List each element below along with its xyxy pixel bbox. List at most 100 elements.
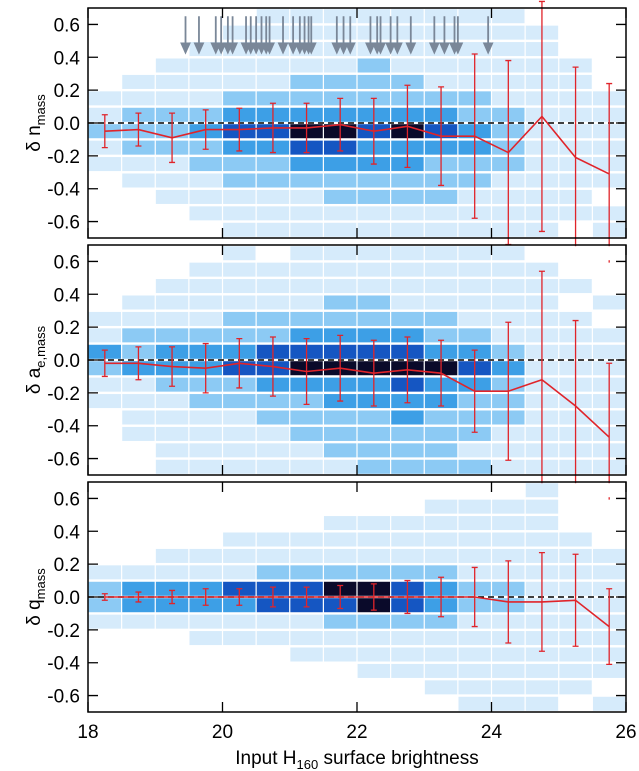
heatmap-cell <box>391 459 424 474</box>
heatmap-cell <box>122 680 155 695</box>
heatmap-cell <box>256 262 290 277</box>
heatmap-cell <box>290 548 323 563</box>
heatmap-cell <box>592 74 626 89</box>
heatmap-cell <box>88 532 122 547</box>
heatmap-cell <box>290 565 323 580</box>
heatmap-cell <box>155 680 189 695</box>
heatmap-cell <box>256 516 290 531</box>
x-tick-label: 26 <box>615 722 636 743</box>
heatmap-cell <box>256 91 290 106</box>
heatmap-cell <box>424 74 458 89</box>
heatmap-cell <box>122 443 155 458</box>
heatmap-cell <box>323 516 357 531</box>
heatmap-cell <box>525 696 559 711</box>
heatmap-cell <box>122 426 155 441</box>
heatmap-cell <box>155 581 189 596</box>
heatmap-cell <box>88 9 122 24</box>
heatmap-cell <box>424 58 458 73</box>
heatmap-cell <box>189 262 222 277</box>
heatmap-cell <box>559 25 592 40</box>
heatmap-cell <box>592 262 626 277</box>
heatmap-cell <box>88 58 122 73</box>
heatmap-cell <box>223 206 256 221</box>
heatmap-cell <box>391 74 424 89</box>
heatmap-cell <box>391 279 424 294</box>
heatmap-cell <box>122 581 155 596</box>
heatmap-cell <box>323 459 357 474</box>
heatmap-cell <box>458 443 491 458</box>
arrow <box>193 16 205 55</box>
heatmap-cell <box>155 410 189 425</box>
heatmap-cell <box>189 663 222 678</box>
heatmap-cell <box>391 206 424 221</box>
heatmap-cell <box>223 394 256 409</box>
arrow <box>227 16 238 55</box>
heatmap-cell <box>592 311 626 326</box>
heatmap-cell <box>256 157 290 172</box>
heatmap-cell <box>559 279 592 294</box>
heatmap-cell <box>256 189 290 204</box>
heatmap-cell <box>424 246 458 261</box>
heatmap-cell <box>391 311 424 326</box>
heatmap-cell <box>155 157 189 172</box>
heatmap-cell <box>323 206 357 221</box>
heatmap-cell <box>391 499 424 514</box>
heatmap-cell <box>525 680 559 695</box>
heatmap-cell <box>223 696 256 711</box>
y-tick-label: 0.2 <box>54 81 80 102</box>
y-tick-label: -0.6 <box>47 213 80 234</box>
heatmap-cell <box>391 173 424 188</box>
heatmap-cell <box>424 279 458 294</box>
heatmap-cell <box>323 25 357 40</box>
heatmap-cell <box>155 189 189 204</box>
heatmap-cell <box>88 443 122 458</box>
heatmap-cell <box>391 246 424 261</box>
heatmap-cell <box>391 426 424 441</box>
heatmap-cell <box>290 459 323 474</box>
heatmap-cell <box>122 598 155 613</box>
heatmap-cell <box>223 443 256 458</box>
heatmap-cell <box>189 295 222 310</box>
heatmap-cell <box>88 74 122 89</box>
heatmap-cell <box>223 426 256 441</box>
heatmap-cell <box>323 311 357 326</box>
heatmap-cell <box>122 614 155 629</box>
heatmap-cell <box>290 426 323 441</box>
heatmap-cell <box>492 9 525 24</box>
heatmap-cell <box>424 206 458 221</box>
heatmap-cell <box>424 295 458 310</box>
heatmap-cell <box>290 631 323 646</box>
heatmap-cell <box>357 295 391 310</box>
heatmap-cell <box>189 279 222 294</box>
heatmap-cell <box>458 311 491 326</box>
heatmap-cell <box>492 295 525 310</box>
heatmap-cell <box>256 443 290 458</box>
heatmap-cell <box>559 516 592 531</box>
heatmap-cell <box>122 410 155 425</box>
heatmap-cell <box>458 9 491 24</box>
heatmap-cell <box>223 516 256 531</box>
heatmap-cell <box>458 459 491 474</box>
heatmap-cell <box>155 25 189 40</box>
heatmap-cell <box>323 189 357 204</box>
heatmap-cell <box>424 410 458 425</box>
heatmap-cell <box>155 459 189 474</box>
heatmap-cell <box>492 680 525 695</box>
heatmap-cell <box>424 532 458 547</box>
heatmap-cell <box>424 483 458 498</box>
heatmap-cell <box>323 443 357 458</box>
y-axis-label-main: δ a <box>24 367 45 394</box>
heatmap-cell <box>357 631 391 646</box>
heatmap-cell <box>155 548 189 563</box>
heatmap-cell <box>357 426 391 441</box>
heatmap-cell <box>458 246 491 261</box>
heatmap-cell <box>256 9 290 24</box>
heatmap-cell <box>155 246 189 261</box>
y-tick-label: -0.2 <box>47 147 80 168</box>
heatmap-cell <box>155 394 189 409</box>
heatmap-cell <box>357 443 391 458</box>
heatmap-cell <box>88 647 122 662</box>
heatmap-cell <box>592 696 626 711</box>
